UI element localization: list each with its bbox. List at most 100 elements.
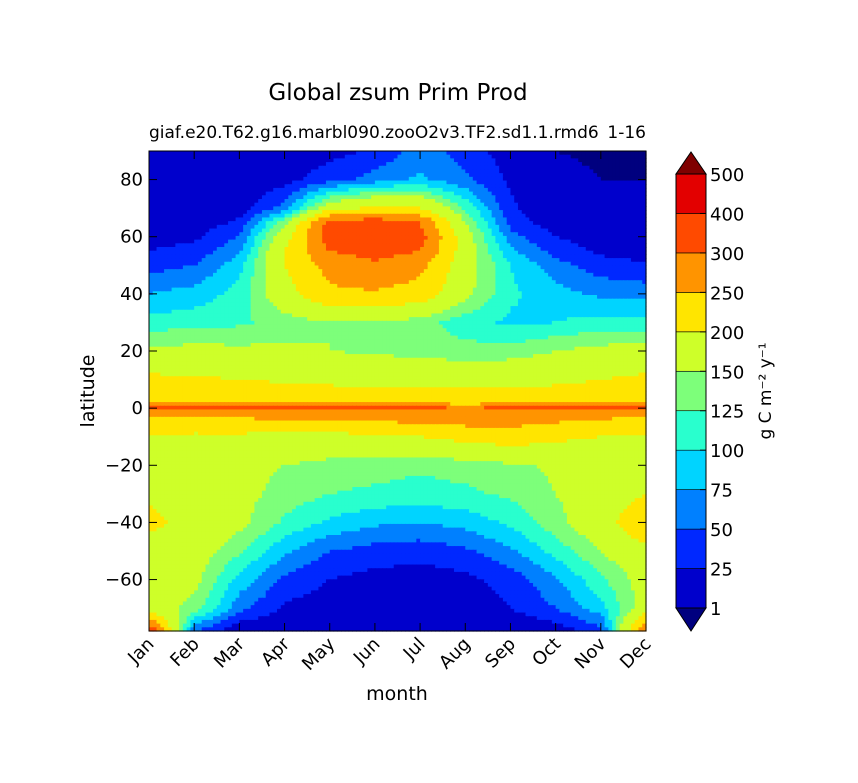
heatmap-cell (608, 272, 613, 278)
heatmap-cell (310, 276, 316, 281)
heatmap-cell (544, 195, 549, 200)
heatmap-cell (442, 162, 448, 167)
heatmap-cell (484, 221, 489, 226)
heatmap-cell (164, 269, 169, 274)
heatmap-cell (544, 151, 549, 156)
heatmap-cell (277, 169, 282, 174)
heatmap-cell (201, 280, 207, 285)
heatmap-cell (589, 165, 594, 171)
heatmap-cell (194, 247, 199, 252)
heatmap-cell (405, 165, 410, 171)
heatmap-cell (555, 187, 561, 193)
heatmap-cell (258, 250, 263, 255)
heatmap-cell (544, 206, 549, 211)
heatmap-cell (476, 187, 481, 193)
heatmap-cell (589, 169, 594, 174)
heatmap-cell (634, 221, 640, 226)
heatmap-cell (506, 180, 512, 185)
heatmap-cell (427, 224, 432, 230)
heatmap-cell (465, 224, 470, 230)
heatmap-cell (408, 184, 414, 189)
heatmap-cell (374, 272, 380, 278)
heatmap-cell (363, 169, 368, 174)
heatmap-cell (589, 173, 594, 178)
heatmap-cell (612, 254, 617, 259)
heatmap-cell (393, 221, 399, 226)
heatmap-cell (630, 280, 636, 285)
heatmap-cell (431, 173, 436, 178)
heatmap-cell (484, 280, 489, 285)
heatmap-cell (246, 191, 252, 196)
heatmap-cell (367, 187, 372, 193)
heatmap-cell (446, 187, 451, 193)
heatmap-cell (344, 272, 350, 278)
heatmap-cell (589, 158, 594, 163)
heatmap-cell (318, 173, 323, 178)
heatmap-cell (197, 199, 203, 204)
heatmap-cell (152, 272, 158, 278)
heatmap-cell (246, 269, 252, 274)
heatmap-cell (239, 250, 244, 255)
heatmap-cell (533, 265, 538, 270)
heatmap-cell (220, 265, 225, 270)
heatmap-cell (551, 272, 557, 278)
heatmap-cell (600, 250, 606, 255)
heatmap-cell (457, 265, 463, 270)
heatmap-cell (382, 154, 387, 159)
heatmap-cell (205, 165, 210, 171)
heatmap-cell (401, 176, 406, 182)
heatmap-cell (239, 195, 244, 200)
heatmap-cell (465, 217, 470, 222)
heatmap-cell (506, 154, 512, 159)
heatmap-cell (348, 265, 353, 270)
heatmap-cell (209, 176, 214, 182)
heatmap-cell (642, 202, 647, 207)
heatmap-cell (374, 184, 380, 189)
heatmap-cell (600, 217, 606, 222)
heatmap-cell (382, 224, 387, 230)
heatmap-cell (499, 243, 504, 248)
heatmap-cell (273, 261, 278, 267)
heatmap-cell (250, 265, 256, 270)
heatmap-cell (307, 162, 312, 167)
heatmap-cell (182, 228, 188, 233)
heatmap-cell (405, 158, 410, 163)
heatmap-cell (597, 250, 602, 255)
heatmap-cell (186, 206, 192, 211)
heatmap-cell (216, 287, 222, 292)
heatmap-cell (269, 254, 274, 259)
heatmap-cell (469, 202, 474, 207)
heatmap-cell (630, 210, 636, 215)
heatmap-cell (205, 276, 210, 281)
heatmap-cell (310, 283, 316, 289)
heatmap-cell (239, 217, 244, 222)
heatmap-cell (642, 169, 647, 174)
heatmap-cell (265, 158, 271, 163)
heatmap-cell (277, 191, 282, 196)
heatmap-cell (555, 191, 561, 196)
heatmap-cell (438, 213, 444, 219)
heatmap-cell (149, 180, 154, 185)
heatmap-cell (472, 187, 478, 193)
heatmap-cell (307, 210, 312, 215)
heatmap-cell (597, 199, 602, 204)
heatmap-cell (630, 235, 636, 241)
heatmap-cell (213, 254, 218, 259)
heatmap-cell (367, 261, 372, 267)
heatmap-cell (457, 195, 463, 200)
heatmap-cell (597, 184, 602, 189)
heatmap-cell (476, 254, 481, 259)
heatmap-cell (581, 158, 587, 163)
heatmap-cell (634, 247, 640, 252)
heatmap-cell (160, 184, 165, 189)
heatmap-cell (529, 158, 534, 163)
heatmap-cell (367, 169, 372, 174)
heatmap-cell (374, 213, 380, 219)
heatmap-cell (310, 250, 316, 255)
heatmap-cell (487, 276, 493, 281)
heatmap-cell (548, 228, 553, 233)
heatmap-cell (597, 158, 602, 163)
heatmap-cell (397, 287, 402, 292)
heatmap-cell (231, 173, 237, 178)
heatmap-cell (536, 151, 542, 156)
